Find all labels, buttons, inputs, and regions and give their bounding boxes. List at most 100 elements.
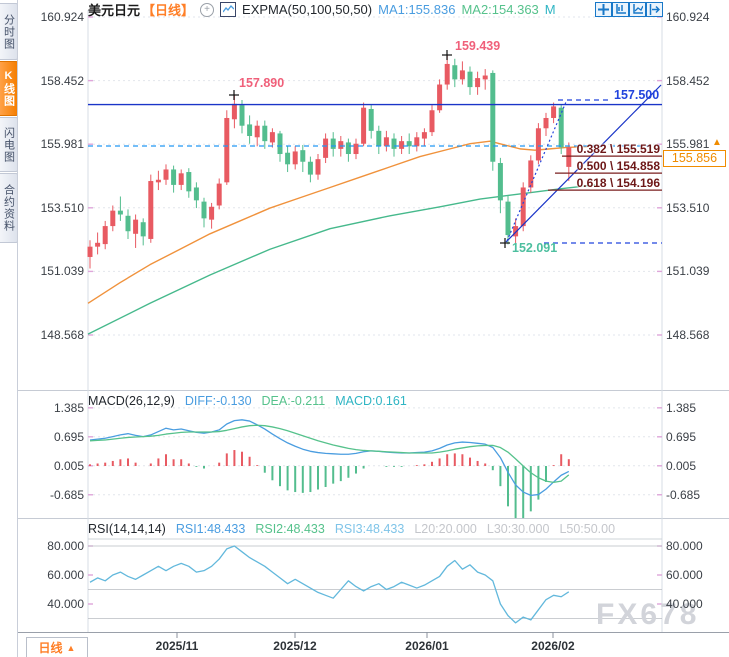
candle [421, 128, 427, 147]
candle [361, 102, 367, 147]
candle [558, 105, 564, 155]
candle [254, 120, 260, 147]
indicator-name: EXPMA(50,100,50,50) [242, 2, 373, 17]
macd-diff-line [89, 419, 570, 497]
candle [566, 142, 572, 182]
macd-axis-label-right: 0.005 [666, 458, 697, 473]
candle [102, 220, 108, 250]
candle [133, 214, 139, 248]
price-axis-label-left: 148.568 [40, 327, 84, 342]
candle [345, 138, 351, 162]
rsi-axis-label-left: 80.000 [47, 539, 84, 553]
price-up-arrow-icon: ▲ [712, 137, 722, 148]
candle [110, 205, 116, 232]
ema-line-1 [87, 140, 596, 304]
candle [513, 218, 519, 248]
macd-axis-label-right: -0.685 [666, 487, 701, 502]
line-chart-icon[interactable] [220, 2, 237, 17]
candle [87, 240, 93, 269]
candle [262, 120, 268, 149]
price-axis-label-right: 148.568 [666, 327, 710, 342]
price-axis-label-right: 153.510 [666, 200, 710, 215]
candle [475, 71, 481, 95]
macd-axis-label-right: 0.695 [666, 429, 697, 444]
period-selector-button[interactable]: 日线 ▲ [26, 637, 88, 657]
period-tag: 【日线】 [142, 3, 195, 18]
candle [437, 79, 443, 113]
macd-dea-value: DEA:-0.211 [261, 394, 326, 408]
candle [140, 218, 146, 246]
annotation-peak2: 159.439 [455, 39, 501, 53]
macd-value: MACD:0.161 [335, 394, 407, 408]
candle [391, 133, 397, 157]
add-indicator-icon[interactable]: + [200, 2, 215, 17]
candle [216, 178, 222, 210]
dotted-diagonal-trendline [506, 101, 567, 242]
candle [467, 66, 473, 95]
ma1-value: MA1:155.836 [378, 2, 456, 17]
period-label: 日线 [38, 641, 63, 655]
macd-diff-value: DIFF:-0.130 [184, 394, 252, 408]
candle [414, 132, 420, 152]
candle [171, 165, 177, 193]
candle [224, 110, 230, 185]
rsi-header: RSI(14,14,14) RSI1:48.433 RSI2:48.433 RS… [88, 522, 615, 536]
candle [429, 105, 435, 137]
macd-axis-label-left: -0.685 [49, 487, 84, 502]
candle [353, 138, 359, 160]
candle [239, 99, 245, 134]
macd-axis-label-left: 1.385 [53, 400, 84, 415]
candle [125, 209, 131, 239]
x-axis-date-2: 2025/12 [273, 639, 317, 653]
x-axis-date-4: 2026/02 [531, 639, 575, 653]
price-axis-label-left: 160.924 [40, 10, 84, 24]
candle [307, 156, 313, 183]
fib-0382-label: 0.382 \ 155.519 [576, 142, 660, 156]
candle [444, 55, 450, 90]
candle [95, 232, 101, 255]
candle [376, 125, 382, 155]
price-axis-label-left: 155.981 [40, 137, 84, 152]
rsi-l20-value: L20:20.000 [414, 522, 477, 536]
axis-chart-icon[interactable] [629, 2, 646, 17]
ma3-value: M [544, 2, 556, 17]
candle [209, 202, 215, 229]
sidebar-tab-flash[interactable]: 闪电图 [0, 117, 18, 172]
rsi-axis-label-left: 60.000 [47, 568, 84, 582]
candle [269, 128, 275, 148]
candle [292, 146, 298, 170]
candle [368, 105, 374, 139]
candle [285, 146, 291, 173]
price-axis-label-left: 153.510 [40, 200, 84, 215]
candle [383, 130, 389, 152]
move-cross-icon[interactable] [595, 2, 612, 17]
chart-header: 美元日元 【日线】 + EXPMA(50,100,50,50) MA1:155.8… [88, 1, 556, 18]
rsi-axis-label-right: 80.000 [666, 539, 703, 553]
candle [193, 182, 199, 209]
annotation-peak1: 157.890 [239, 76, 285, 90]
rsi-axis-label-left: 40.000 [47, 597, 84, 611]
candle [490, 70, 496, 171]
rsi-line [89, 545, 570, 624]
candle [543, 112, 549, 137]
rsi1-value: RSI1:48.433 [175, 522, 246, 536]
axis-scale-icon[interactable] [612, 2, 629, 17]
candle [535, 123, 541, 165]
macd-dea-line [89, 424, 570, 484]
candle [186, 168, 192, 198]
candle [148, 174, 154, 243]
price-axis-label-right: 155.981 [666, 137, 710, 152]
candle [497, 157, 503, 214]
annotation-low: 152.091 [512, 241, 558, 255]
candle [163, 164, 169, 185]
candle [300, 145, 306, 173]
pan-right-icon[interactable] [646, 2, 663, 17]
candle [247, 115, 253, 144]
candle [520, 182, 526, 232]
macd-title: MACD(26,12,9) [88, 394, 175, 408]
rsi2-value: RSI2:48.433 [255, 522, 325, 536]
fib-0618-label: 0.618 \ 154.196 [576, 176, 660, 190]
candle [551, 102, 557, 124]
candle [459, 61, 465, 85]
